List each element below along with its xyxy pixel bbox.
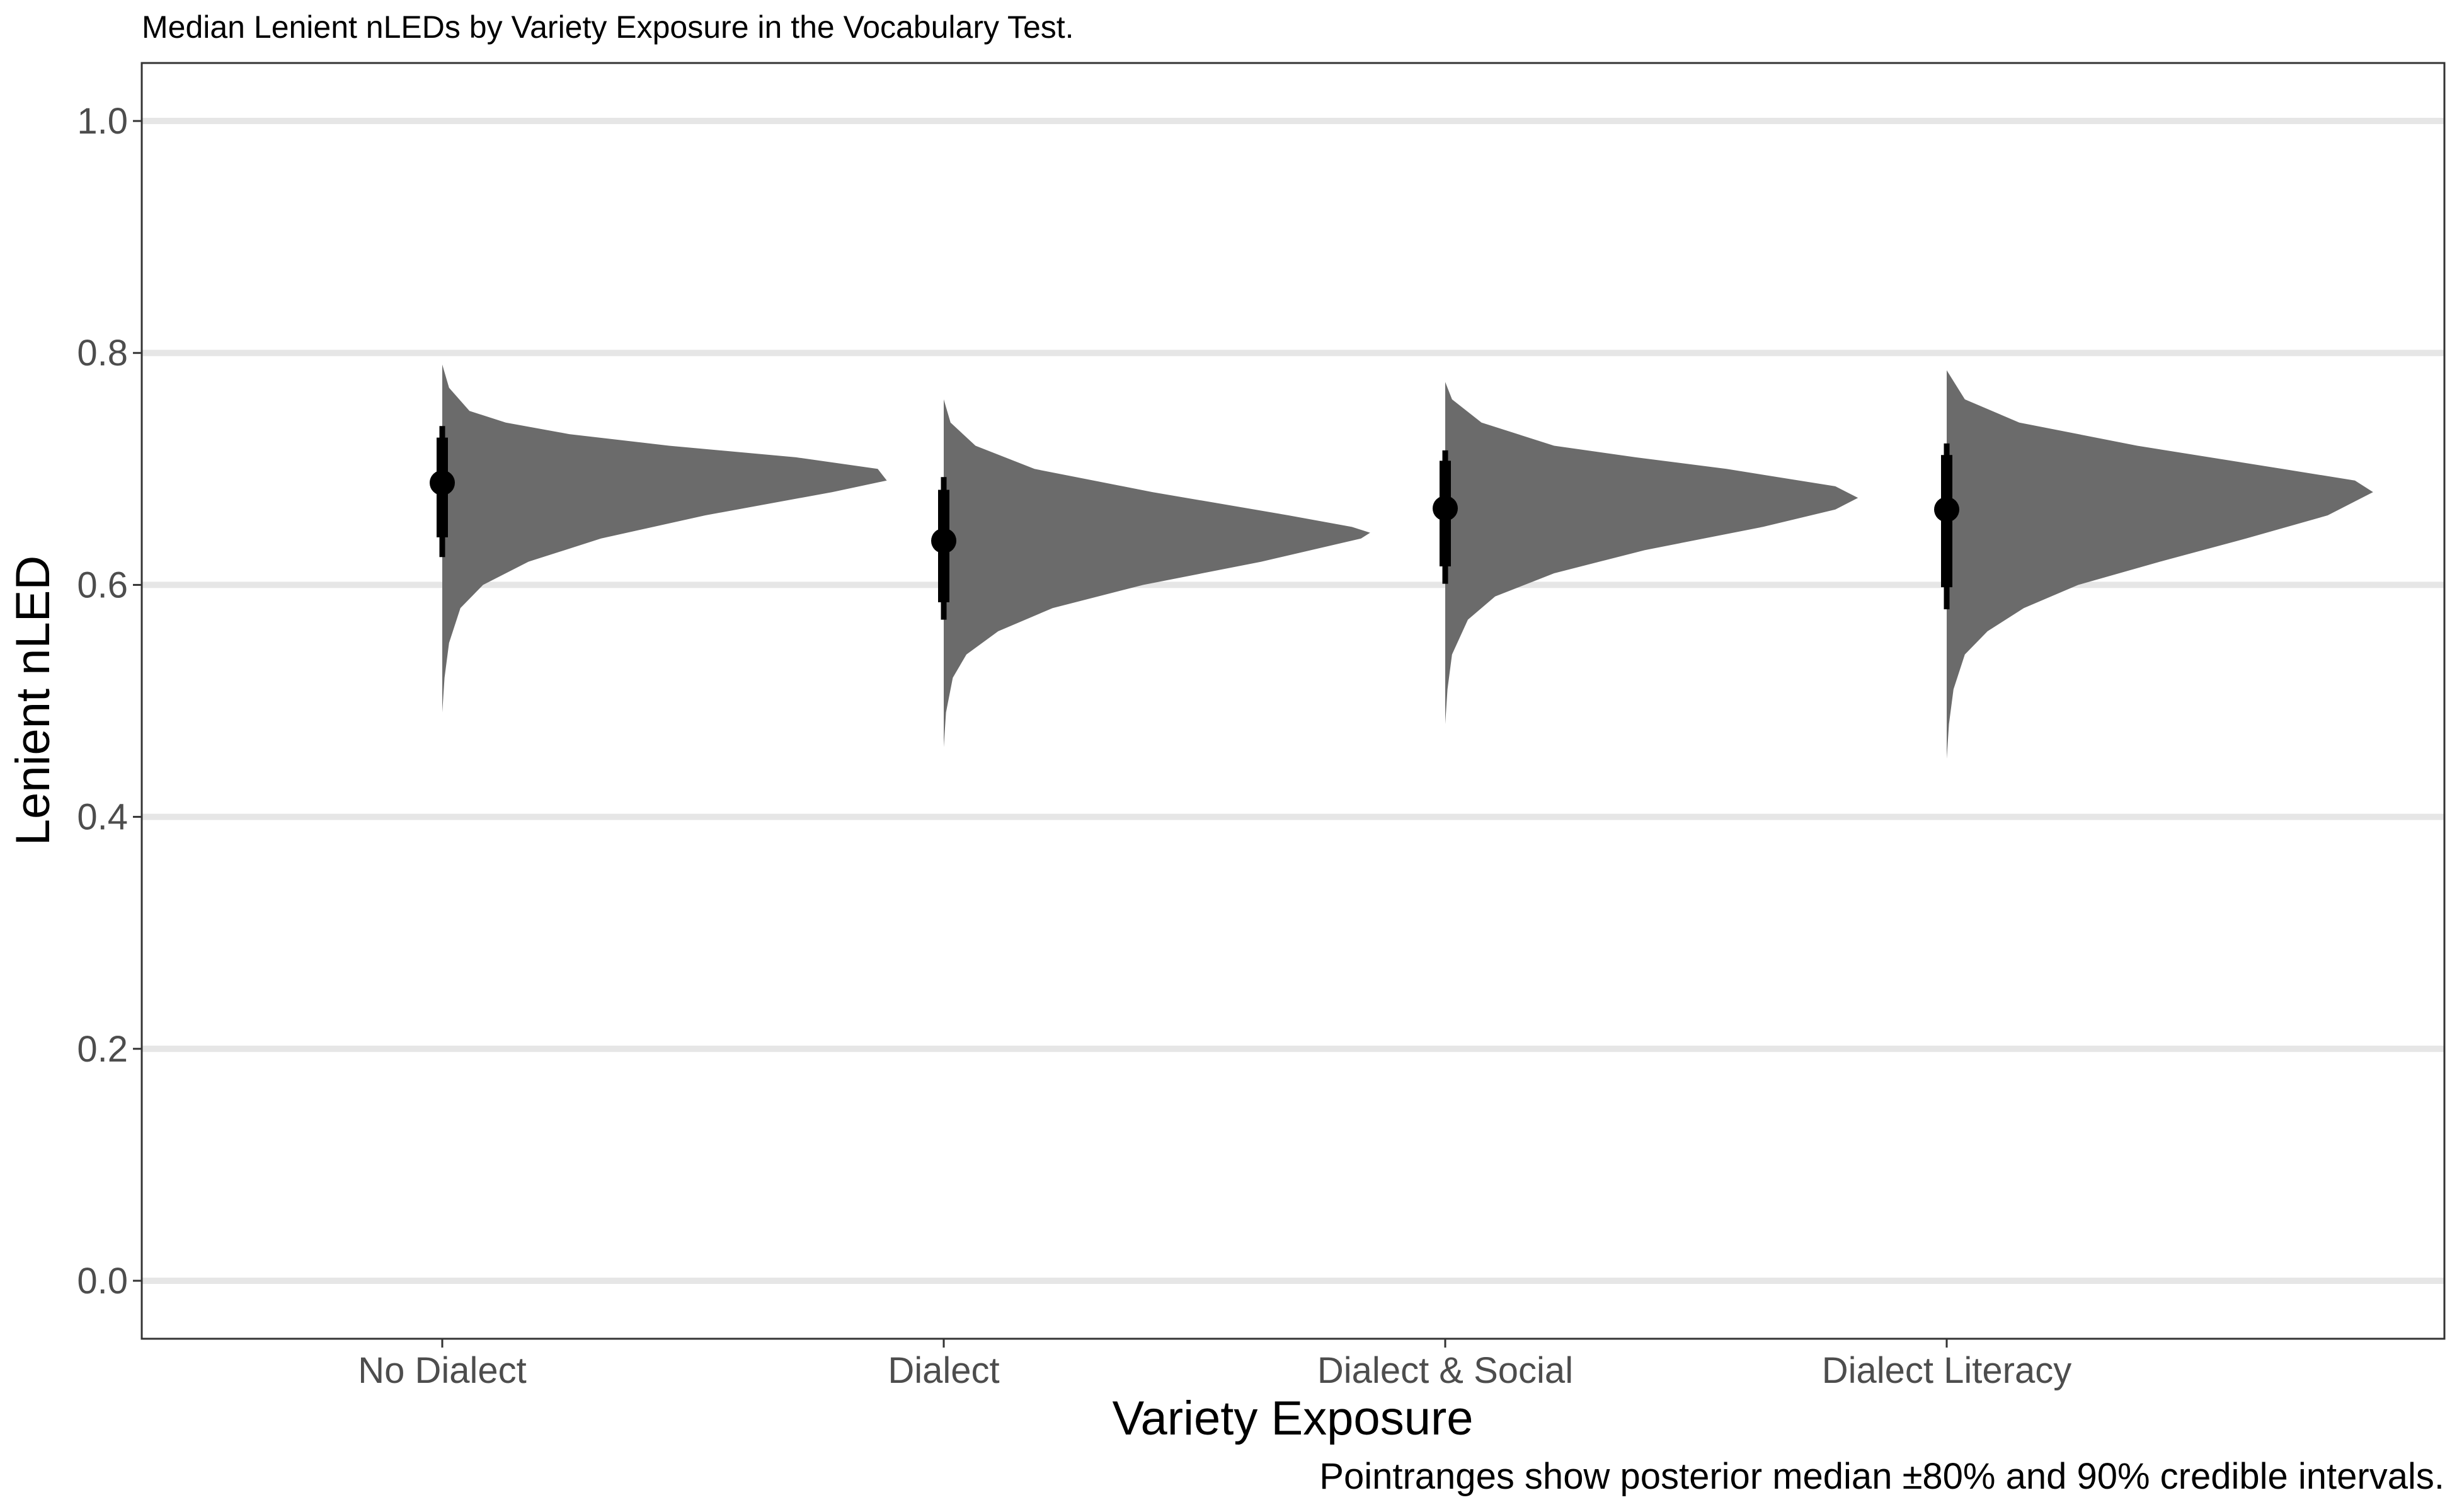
y-tick-label: 0.2 <box>77 1029 128 1070</box>
y-tick-label: 0.4 <box>77 797 128 838</box>
x-tick-label: No Dialect <box>358 1350 527 1391</box>
median-point-3 <box>1934 496 1959 522</box>
median-point-1 <box>931 528 956 554</box>
y-axis: 0.0 0.2 0.4 0.6 0.8 1.0 <box>77 101 142 1302</box>
x-tick-label: Dialect Literacy <box>1822 1350 2071 1391</box>
y-tick-label: 0.6 <box>77 564 128 605</box>
density-2 <box>1445 382 1858 724</box>
chart-caption: Pointranges show posterior median ±80% a… <box>1319 1456 2444 1497</box>
y-tick-label: 0.0 <box>77 1261 128 1302</box>
x-tick-label: Dialect <box>888 1350 999 1391</box>
density-0 <box>442 364 887 713</box>
median-point-0 <box>430 470 455 496</box>
y-tick-label: 0.8 <box>77 333 128 374</box>
chart-title: Median Lenient nLEDs by Variety Exposure… <box>142 9 1074 45</box>
plot-panel <box>142 63 2444 1339</box>
density-1 <box>944 399 1370 748</box>
x-tick-label: Dialect & Social <box>1317 1350 1573 1391</box>
density-layer <box>442 364 2373 759</box>
median-point-2 <box>1433 495 1458 521</box>
x-axis: No Dialect Dialect Dialect & Social Dialect… <box>358 1339 2071 1391</box>
density-3 <box>1947 370 2373 759</box>
panel-border <box>140 62 2446 1340</box>
grid-lines <box>142 118 2444 1284</box>
x-axis-label: Variety Exposure <box>1112 1392 1473 1445</box>
pointrange-layer <box>430 426 1959 620</box>
y-tick-label: 1.0 <box>77 101 128 142</box>
y-axis-label: Lenient nLED <box>6 556 60 846</box>
